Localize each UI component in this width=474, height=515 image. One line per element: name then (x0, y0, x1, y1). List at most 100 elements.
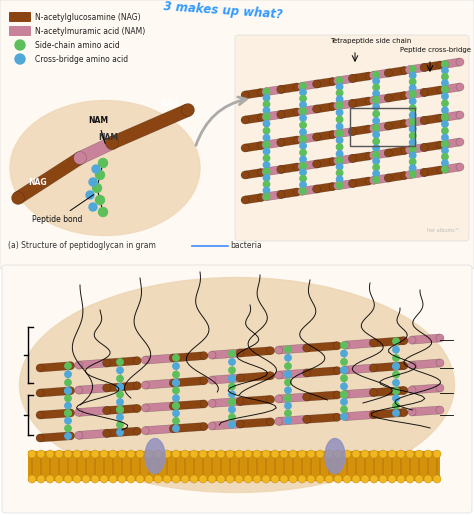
Circle shape (100, 475, 108, 483)
Circle shape (365, 152, 373, 160)
Circle shape (406, 450, 414, 458)
Circle shape (208, 376, 216, 384)
Bar (350, 108, 415, 146)
Circle shape (169, 354, 177, 362)
Circle shape (333, 182, 341, 190)
Text: Peptide bond: Peptide bond (32, 195, 94, 224)
Circle shape (384, 149, 392, 157)
Polygon shape (352, 177, 370, 187)
Circle shape (236, 374, 244, 382)
Circle shape (337, 90, 343, 96)
Polygon shape (409, 89, 425, 99)
Polygon shape (245, 142, 262, 152)
Circle shape (277, 165, 285, 174)
Circle shape (313, 105, 321, 113)
Circle shape (337, 96, 343, 102)
Circle shape (333, 367, 341, 375)
Circle shape (410, 126, 416, 132)
Circle shape (277, 139, 285, 146)
Polygon shape (409, 168, 425, 179)
Circle shape (274, 417, 283, 425)
Circle shape (410, 66, 416, 73)
Circle shape (442, 153, 448, 160)
Circle shape (169, 354, 177, 362)
Circle shape (313, 185, 321, 193)
Polygon shape (77, 137, 115, 164)
Circle shape (182, 104, 194, 116)
Circle shape (341, 358, 347, 365)
Circle shape (67, 362, 75, 370)
Circle shape (285, 418, 291, 424)
Circle shape (405, 66, 413, 74)
Circle shape (285, 371, 291, 377)
Circle shape (300, 108, 306, 114)
Circle shape (280, 450, 288, 458)
Circle shape (173, 403, 179, 409)
Circle shape (442, 141, 448, 147)
Circle shape (236, 349, 244, 357)
Circle shape (199, 475, 207, 483)
Circle shape (236, 349, 244, 357)
Circle shape (408, 408, 416, 416)
Polygon shape (212, 420, 240, 430)
Polygon shape (337, 128, 353, 138)
Circle shape (103, 406, 110, 415)
Circle shape (384, 122, 392, 130)
Circle shape (348, 154, 356, 163)
Polygon shape (316, 130, 334, 141)
Circle shape (263, 121, 270, 127)
Polygon shape (345, 339, 374, 349)
Circle shape (200, 422, 208, 431)
Circle shape (181, 450, 189, 458)
Text: Peptide cross-bridge: Peptide cross-bridge (400, 47, 471, 53)
Circle shape (333, 130, 341, 138)
Text: 3 makes up what?: 3 makes up what? (163, 0, 283, 21)
Circle shape (441, 113, 449, 122)
Polygon shape (240, 372, 271, 382)
Circle shape (300, 89, 306, 96)
Circle shape (352, 450, 360, 458)
Circle shape (263, 155, 270, 161)
Circle shape (410, 140, 416, 146)
Circle shape (173, 380, 179, 386)
Circle shape (65, 395, 71, 402)
Circle shape (456, 163, 464, 171)
Polygon shape (306, 342, 337, 352)
Circle shape (65, 371, 71, 377)
Polygon shape (301, 80, 317, 90)
FancyBboxPatch shape (9, 12, 31, 22)
Circle shape (348, 128, 356, 135)
Circle shape (341, 399, 347, 405)
Circle shape (433, 475, 441, 483)
Circle shape (277, 111, 285, 118)
Circle shape (257, 113, 265, 122)
Circle shape (410, 91, 416, 97)
Circle shape (343, 450, 351, 458)
Circle shape (229, 359, 235, 365)
Circle shape (369, 364, 377, 372)
Circle shape (293, 163, 301, 171)
Circle shape (103, 359, 110, 367)
Circle shape (303, 369, 310, 377)
Circle shape (456, 111, 464, 119)
Circle shape (341, 391, 347, 398)
Circle shape (442, 86, 448, 93)
Circle shape (437, 61, 445, 69)
FancyBboxPatch shape (235, 35, 469, 241)
Polygon shape (106, 427, 137, 437)
Circle shape (410, 152, 416, 159)
Circle shape (442, 86, 448, 93)
Polygon shape (301, 160, 317, 170)
Circle shape (280, 475, 288, 483)
Circle shape (263, 187, 270, 194)
Circle shape (293, 136, 301, 144)
Circle shape (229, 406, 235, 413)
Circle shape (313, 160, 321, 168)
Polygon shape (345, 410, 374, 421)
Circle shape (199, 450, 207, 458)
Circle shape (190, 450, 198, 458)
Circle shape (393, 363, 399, 369)
Polygon shape (78, 430, 107, 439)
Circle shape (229, 399, 235, 405)
Circle shape (65, 410, 71, 416)
